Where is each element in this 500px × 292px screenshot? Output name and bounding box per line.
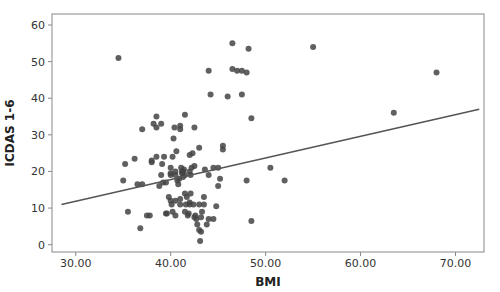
x-axis-title: BMI (255, 275, 281, 289)
y-tick (48, 134, 52, 135)
scatter-point (215, 183, 221, 189)
y-tick (48, 98, 52, 99)
scatter-point (391, 110, 397, 116)
scatter-point (153, 125, 159, 131)
scatter-point (172, 168, 178, 174)
scatter-point (244, 178, 250, 184)
scatter-point (186, 211, 192, 217)
scatter-point (175, 181, 181, 187)
scatter-point (244, 70, 250, 76)
x-tick-label: 70.00 (440, 257, 472, 270)
scatter-point (132, 156, 138, 162)
x-tick-label: 60.00 (345, 257, 377, 270)
scatter-point (177, 123, 183, 129)
scatter-point (191, 125, 197, 131)
scatter-point (177, 196, 183, 202)
scatter-point (206, 68, 212, 74)
scatter-point (122, 161, 128, 167)
scatter-point (194, 222, 200, 228)
y-tick-label: 20 (31, 165, 45, 178)
scatter-point (171, 135, 177, 141)
scatter-point (187, 201, 193, 207)
scatter-point (149, 157, 155, 163)
y-tick-label: 0 (38, 239, 45, 252)
scatter-point (213, 203, 219, 209)
y-tick (48, 24, 52, 25)
scatter-point (198, 214, 204, 220)
scatter-point (161, 154, 167, 160)
data (61, 40, 479, 244)
scatter-point (168, 165, 174, 171)
y-tick-label: 10 (31, 202, 45, 215)
scatter-point (199, 209, 205, 215)
y-tick (48, 61, 52, 62)
scatter-point (170, 154, 176, 160)
scatter-point (201, 201, 207, 207)
scatter-point (191, 163, 197, 169)
scatter-point (220, 146, 226, 152)
y-tick-label: 40 (31, 92, 45, 105)
scatter-point (137, 225, 143, 231)
scatter-point (201, 194, 207, 200)
scatter-point (282, 178, 288, 184)
scatter-point (217, 176, 223, 182)
y-tick-label: 50 (31, 56, 45, 69)
scatter-point (158, 121, 164, 127)
axes: 30.00 40.00 50.00 60.00 70.00 0 10 20 30 40 50 60 (31, 14, 484, 270)
scatter-point (188, 190, 194, 196)
scatter-point (180, 168, 186, 174)
y-tick (48, 244, 52, 245)
scatter-point (177, 201, 183, 207)
scatter-point (197, 238, 203, 244)
regression-line (61, 109, 479, 204)
scatter-point (159, 161, 165, 167)
scatter-point (187, 152, 193, 158)
scatter-point (139, 126, 145, 132)
y-tick-label: 30 (31, 129, 45, 142)
scatter-point (239, 92, 245, 98)
scatter-point (246, 46, 252, 52)
scatter-point (310, 44, 316, 50)
scatter-point (248, 115, 254, 121)
scatter-point (267, 165, 273, 171)
scatter-point (206, 216, 212, 222)
x-tick (170, 252, 171, 256)
scatter-point (158, 172, 164, 178)
scatter-point (170, 209, 176, 215)
x-tick-label: 30.00 (60, 257, 92, 270)
scatter-point (204, 222, 210, 228)
scatter-point (434, 70, 440, 76)
x-tick (455, 252, 456, 256)
scatter-point (182, 112, 188, 118)
x-tick-label: 50.00 (250, 257, 282, 270)
plot-frame (52, 14, 484, 252)
scatter-point (208, 92, 214, 98)
scatter-point (164, 211, 170, 217)
y-axis-title: ICDAS 1-6 (3, 99, 17, 166)
scatter-point (163, 211, 169, 217)
x-tick (75, 252, 76, 256)
x-tick (265, 252, 266, 256)
scatter-point (229, 40, 235, 46)
scatter-point (153, 114, 159, 120)
scatter-point (153, 154, 159, 160)
scatter-point (225, 93, 231, 99)
scatter-point (115, 55, 121, 61)
scatter-point (147, 212, 153, 218)
y-tick-label: 60 (31, 19, 45, 32)
scatter-point (198, 229, 204, 235)
y-tick (48, 208, 52, 209)
x-tick (360, 252, 361, 256)
scatter-point (206, 172, 212, 178)
chart: 30.00 40.00 50.00 60.00 70.00 0 10 20 30 40 50 60 BM… (0, 0, 500, 292)
scatter-point (171, 125, 177, 131)
scatter-point (173, 148, 179, 154)
scatter-point (125, 209, 131, 215)
x-tick-label: 40.00 (155, 257, 187, 270)
scatter-point (120, 178, 126, 184)
scatter-point (248, 218, 254, 224)
scatter-point (196, 145, 202, 151)
y-tick (48, 171, 52, 172)
